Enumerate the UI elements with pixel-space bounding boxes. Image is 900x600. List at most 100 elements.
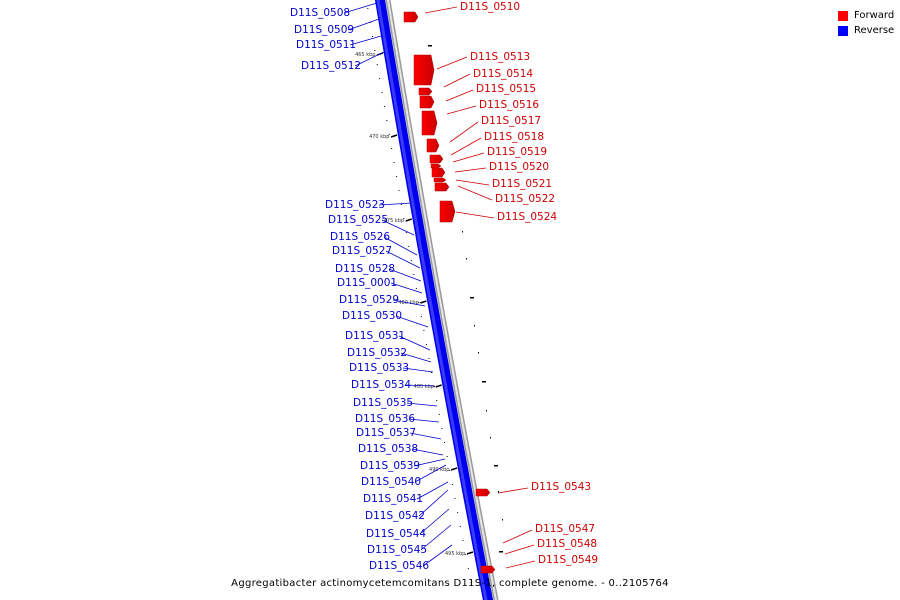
reverse-gene-label[interactable]: D11S_0509	[294, 24, 354, 36]
reverse-gene-label[interactable]: D11S_0541	[363, 493, 423, 505]
minor-tick	[408, 246, 410, 247]
reverse-gene-label[interactable]: D11S_0537	[356, 427, 416, 439]
forward-gene-label[interactable]: D11S_0510	[460, 1, 520, 13]
minor-tick	[396, 176, 398, 177]
reverse-gene-leader	[383, 236, 418, 256]
minor-tick	[391, 148, 393, 149]
reverse-gene-label[interactable]: D11S_0523	[325, 199, 385, 211]
reverse-gene-leader	[395, 315, 429, 328]
reverse-gene-label[interactable]: D11S_0532	[347, 347, 407, 359]
gene-labels: D11S_0510 D11S_0513 D11S_0514 D11S_0515 D11S…	[290, 1, 598, 572]
reverse-gene-label[interactable]: D11S_0545	[367, 544, 427, 556]
reverse-gene-label[interactable]: D11S_0531	[345, 330, 405, 342]
forward-gene-feature[interactable]	[413, 54, 435, 86]
forward-gene-feature[interactable]	[475, 488, 491, 497]
reverse-gene-label[interactable]: D11S_0529	[339, 294, 399, 306]
scale-tick-label: 495 kbp	[445, 551, 465, 557]
reverse-gene-leader	[400, 352, 432, 363]
minor-tick	[462, 231, 463, 233]
forward-gene-label[interactable]: D11S_0513	[470, 51, 530, 63]
minor-tick	[425, 344, 427, 345]
forward-gene-label[interactable]: D11S_0516	[479, 99, 539, 111]
reverse-gene-leader	[406, 402, 438, 407]
forward-swatch	[838, 10, 848, 21]
minor-tick	[381, 92, 383, 93]
backbone-highlight	[386, 0, 498, 600]
forward-gene-feature[interactable]	[439, 200, 456, 223]
reverse-gene-label[interactable]: D11S_0539	[360, 460, 420, 472]
forward-gene-feature[interactable]	[418, 87, 433, 96]
minor-tick	[454, 498, 456, 499]
forward-gene-feature[interactable]	[480, 565, 496, 574]
forward-gene-feature[interactable]	[434, 182, 450, 192]
minor-tick	[466, 258, 467, 260]
reverse-gene-label[interactable]: D11S_0542	[365, 510, 425, 522]
reverse-gene-label[interactable]: D11S_0540	[361, 476, 421, 488]
reverse-gene-label[interactable]: D11S_0512	[301, 60, 361, 72]
forward-gene-feature[interactable]	[403, 11, 419, 23]
reverse-gene-label[interactable]: D11S_0527	[332, 245, 392, 257]
forward-gene-leader	[502, 529, 533, 544]
forward-gene-label[interactable]: D11S_0521	[492, 178, 552, 190]
reverse-gene-leader	[419, 508, 450, 535]
forward-gene-leader	[449, 121, 479, 143]
minor-tick	[474, 325, 475, 327]
forward-gene-leader	[454, 167, 487, 173]
minor-tick	[428, 358, 430, 359]
scale-tick	[450, 467, 458, 471]
forward-gene-label[interactable]: D11S_0518	[484, 131, 544, 143]
forward-gene-label[interactable]: D11S_0515	[476, 83, 536, 95]
forward-gene-label[interactable]: D11S_0517	[481, 115, 541, 127]
scale-tick	[466, 551, 474, 555]
reverse-gene-label[interactable]: D11S_0533	[349, 362, 409, 374]
reverse-gene-label[interactable]: D11S_0001	[337, 277, 397, 289]
minor-tick	[420, 316, 422, 317]
reverse-gene-label[interactable]: D11S_0525	[328, 214, 388, 226]
forward-gene-leader	[446, 105, 477, 115]
forward-gene-label[interactable]: D11S_0524	[497, 211, 557, 223]
reverse-gene-label[interactable]: D11S_0536	[355, 413, 415, 425]
forward-gene-label[interactable]: D11S_0519	[487, 146, 547, 158]
forward-gene-label[interactable]: D11S_0522	[495, 193, 555, 205]
reverse-swatch	[838, 25, 848, 36]
scale-tick	[420, 300, 427, 304]
reverse-gene-leader	[411, 448, 444, 456]
forward-gene-leader	[455, 179, 490, 186]
minor-tick	[502, 519, 503, 521]
genome-backbone	[374, 0, 499, 600]
reverse-gene-label[interactable]: D11S_0511	[296, 39, 356, 51]
minor-tick	[444, 442, 446, 443]
forward-gene-feature[interactable]	[430, 163, 442, 169]
forward-gene-label[interactable]: D11S_0514	[473, 68, 533, 80]
minor-tick	[423, 330, 425, 331]
reverse-gene-label[interactable]: D11S_0535	[353, 397, 413, 409]
reverse-gene-leader	[404, 384, 436, 387]
forward-gene-feature[interactable]	[429, 154, 444, 164]
reverse-gene-label[interactable]: D11S_0534	[351, 379, 411, 391]
reverse-gene-label[interactable]: D11S_0538	[358, 443, 418, 455]
reverse-gene-leader	[418, 489, 449, 517]
forward-gene-label[interactable]: D11S_0543	[531, 481, 591, 493]
forward-gene-label[interactable]: D11S_0549	[538, 554, 598, 566]
reverse-gene-label[interactable]: D11S_0508	[290, 7, 350, 19]
forward-gene-feature[interactable]	[433, 177, 447, 183]
reverse-gene-label[interactable]: D11S_0530	[342, 310, 402, 322]
forward-gene-feature[interactable]	[431, 167, 446, 178]
reverse-gene-label[interactable]: D11S_0544	[366, 528, 426, 540]
legend: Forward Reverse	[838, 8, 894, 38]
forward-gene-label[interactable]: D11S_0548	[537, 538, 597, 550]
reverse-gene-label[interactable]: D11S_0546	[369, 560, 429, 572]
genome-caption: Aggregatibacter actinomycetemcomitans D1…	[231, 578, 669, 589]
forward-gene-label[interactable]: D11S_0520	[489, 161, 549, 173]
minor-tick	[449, 470, 451, 471]
reverse-gene-label[interactable]: D11S_0528	[335, 263, 395, 275]
forward-gene-feature[interactable]	[419, 95, 435, 109]
forward-gene-feature[interactable]	[426, 138, 440, 153]
minor-tick	[386, 120, 388, 121]
reverse-gene-label[interactable]: D11S_0526	[330, 231, 390, 243]
forward-gene-feature[interactable]	[421, 110, 438, 136]
legend-forward: Forward	[838, 8, 894, 23]
forward-gene-label[interactable]: D11S_0547	[535, 523, 595, 535]
legend-reverse-label: Reverse	[854, 25, 895, 36]
